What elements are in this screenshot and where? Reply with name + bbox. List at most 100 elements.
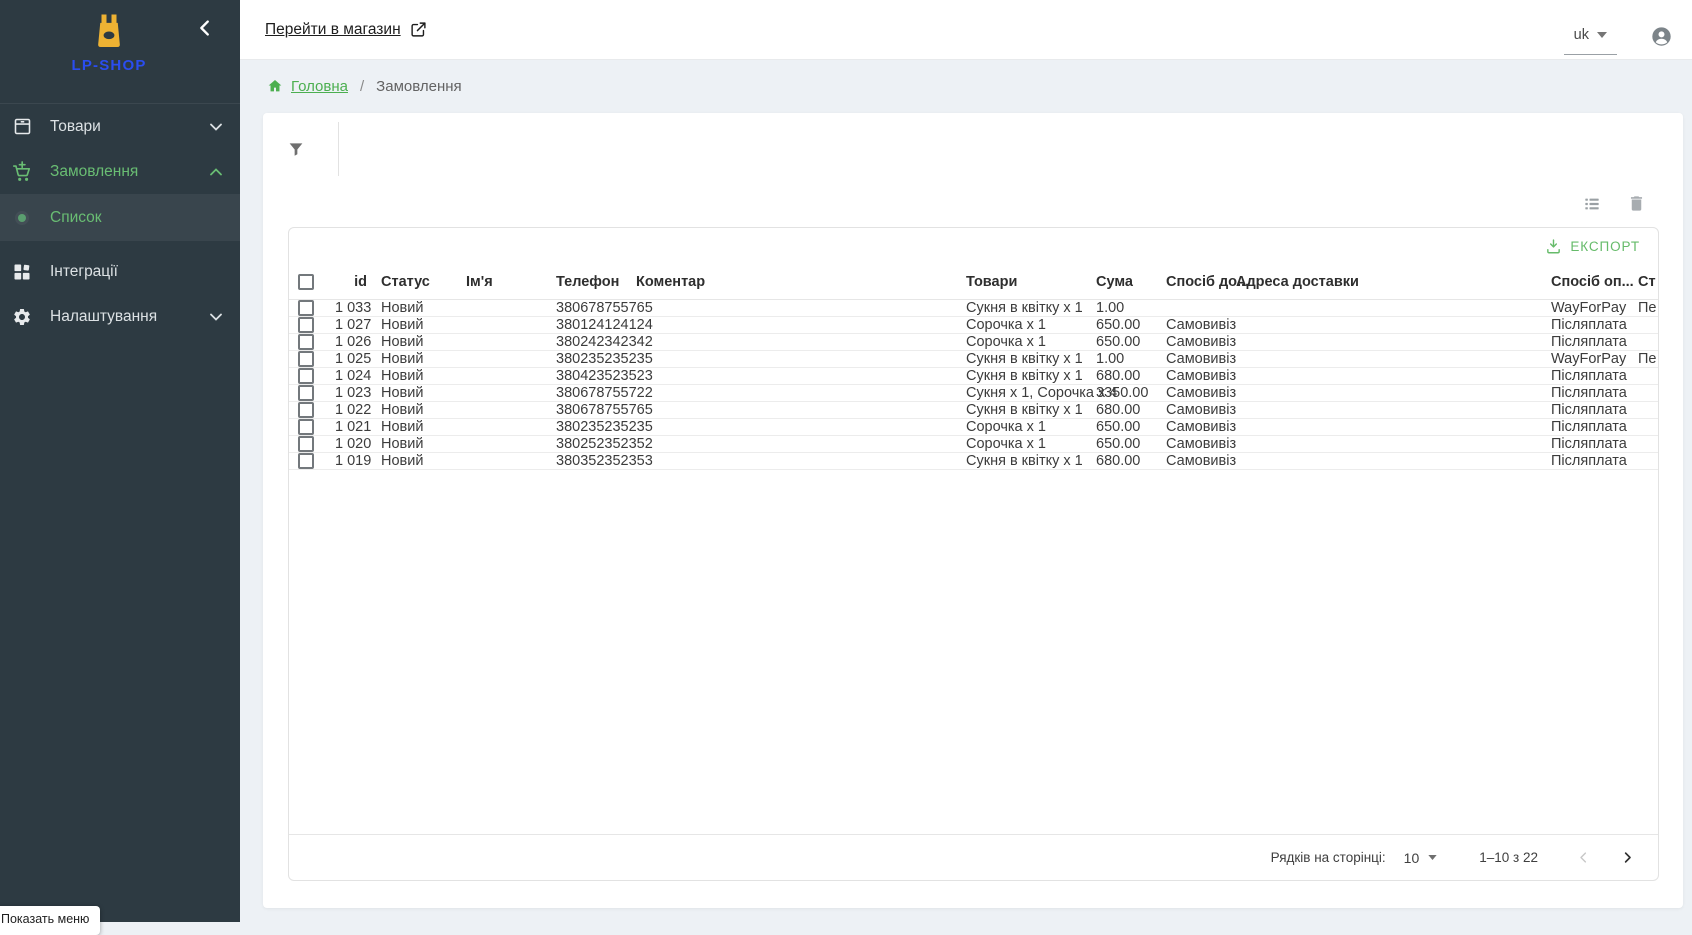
cell-sum: 650.00 — [1096, 436, 1141, 452]
cell-status: Новий — [381, 402, 424, 418]
cell-delivery: Самовивіз — [1166, 402, 1237, 418]
column-header-id[interactable]: id — [354, 273, 367, 290]
cell-payment: Післяплата — [1551, 368, 1627, 384]
table-row[interactable]: 1 021 Новий 380235235235 Сорочка x 1 650… — [289, 419, 1658, 436]
column-header-comment[interactable]: Коментар — [636, 273, 706, 290]
column-header-products[interactable]: Товари — [966, 273, 1018, 290]
row-checkbox[interactable] — [298, 317, 314, 333]
cell-payment: Післяплата — [1551, 453, 1627, 469]
delete-button[interactable] — [1627, 194, 1647, 214]
cell-products: Сукня в квітку x 1 — [966, 453, 1083, 469]
view-list-icon — [1585, 198, 1599, 210]
nav-spacer — [0, 241, 240, 249]
sidebar-item-orders-list[interactable]: Список — [0, 194, 240, 241]
column-header-sum[interactable]: Сума — [1096, 273, 1133, 290]
row-checkbox[interactable] — [298, 351, 314, 367]
column-header-phone[interactable]: Телефон — [556, 273, 620, 290]
cell-products: Сукня в квітку x 1 — [966, 300, 1083, 316]
table-row[interactable]: 1 026 Новий 380242342342 Сорочка x 1 650… — [289, 334, 1658, 351]
cell-id: 1 025 — [335, 351, 372, 367]
table-row[interactable]: 1 033 Новий 380678755765 Сукня в квітку … — [289, 300, 1658, 317]
sidebar-item-settings[interactable]: Налаштування — [0, 294, 240, 339]
sidebar-item-orders[interactable]: Замовлення — [0, 149, 240, 194]
cell-sum: 650.00 — [1096, 317, 1141, 333]
column-header-delivery[interactable]: Спосіб до... — [1166, 273, 1250, 290]
cell-sum: 650.00 — [1096, 419, 1141, 435]
breadcrumb-home-link[interactable]: Головна — [291, 77, 348, 95]
cell-status: Новий — [381, 453, 424, 469]
cell-phone: 380235235235 — [556, 419, 653, 435]
rows-per-page-select[interactable]: 10 — [1404, 850, 1438, 866]
chevron-up-icon — [210, 167, 222, 176]
row-checkbox[interactable] — [298, 419, 314, 435]
table-body: 1 033 Новий 380678755765 Сукня в квітку … — [289, 300, 1658, 470]
table-row[interactable]: 1 022 Новий 380678755765 Сукня в квітку … — [289, 402, 1658, 419]
row-checkbox[interactable] — [298, 385, 314, 401]
row-checkbox[interactable] — [298, 436, 314, 452]
content-panel: ЕКСПОРТ id Статус Ім'я Телефон Коментар … — [263, 113, 1683, 908]
table-row[interactable]: 1 019 Новий 380352352353 Сукня в квітку … — [289, 453, 1658, 470]
cell-sum: 680.00 — [1096, 453, 1141, 469]
sidebar-item-products[interactable]: Товари — [0, 104, 240, 149]
breadcrumb: Головна / Замовлення — [240, 60, 462, 112]
select-all-checkbox[interactable] — [298, 273, 314, 290]
cell-pay-status: Пе — [1638, 351, 1657, 367]
external-link-icon — [411, 22, 426, 37]
column-list-button[interactable] — [1582, 194, 1602, 214]
sidebar-collapse-button[interactable] — [194, 17, 216, 39]
widgets-icon — [10, 262, 34, 282]
table-row[interactable]: 1 023 Новий 380678755722 Сукня x 1, Соро… — [289, 385, 1658, 402]
cell-status: Новий — [381, 419, 424, 435]
rows-per-page-label: Рядків на сторінці: — [1270, 850, 1386, 865]
sidebar-item-label: Товари — [50, 117, 101, 135]
sidebar-item-integrations[interactable]: Інтеграції — [0, 249, 240, 294]
cell-id: 1 019 — [335, 453, 372, 469]
row-checkbox[interactable] — [298, 300, 314, 316]
row-checkbox[interactable] — [298, 453, 314, 469]
go-to-store-link[interactable]: Перейти в магазин — [265, 21, 427, 39]
filter-icon — [289, 143, 303, 156]
user-avatar[interactable] — [1651, 26, 1672, 47]
chevron-right-icon — [1624, 852, 1631, 863]
logo-text: LP-SHOP — [71, 57, 147, 74]
cell-phone: 380352352353 — [556, 453, 653, 469]
sidebar-item-label: Налаштування — [50, 307, 158, 325]
table-row[interactable]: 1 025 Новий 380235235235 Сукня в квітку … — [289, 351, 1658, 368]
table-header-row: id Статус Ім'я Телефон Коментар Товари С… — [289, 264, 1658, 300]
sidebar-item-label: Інтеграції — [50, 262, 118, 280]
column-header-address[interactable]: Адреса доставки — [1236, 273, 1359, 290]
cell-id: 1 023 — [335, 385, 372, 401]
cell-products: Сорочка x 1 — [966, 419, 1046, 435]
logo: LP-SHOP — [0, 0, 218, 74]
orders-table-card: ЕКСПОРТ id Статус Ім'я Телефон Коментар … — [288, 227, 1659, 881]
show-menu-tooltip: Показать меню — [0, 906, 101, 935]
language-select[interactable]: uk — [1563, 25, 1617, 55]
table-row[interactable]: 1 027 Новий 380124124124 Сорочка x 1 650… — [289, 317, 1658, 334]
row-checkbox[interactable] — [298, 334, 314, 350]
cell-products: Сукня в квітку x 1 — [966, 402, 1083, 418]
cell-status: Новий — [381, 368, 424, 384]
next-page-button[interactable] — [1614, 845, 1640, 871]
cell-delivery: Самовивіз — [1166, 334, 1237, 350]
cell-status: Новий — [381, 351, 424, 367]
filter-button[interactable] — [279, 132, 313, 166]
table-row[interactable]: 1 020 Новий 380252352352 Сорочка x 1 650… — [289, 436, 1658, 453]
cell-payment: Післяплата — [1551, 385, 1627, 401]
table-row[interactable]: 1 024 Новий 380423523523 Сукня в квітку … — [289, 368, 1658, 385]
row-checkbox[interactable] — [298, 402, 314, 418]
column-header-name[interactable]: Ім'я — [466, 273, 493, 290]
cell-delivery: Самовивіз — [1166, 368, 1237, 384]
cell-sum: 1.00 — [1096, 300, 1125, 316]
column-header-payment[interactable]: Спосіб оп... — [1551, 273, 1634, 290]
row-checkbox[interactable] — [298, 368, 314, 384]
cell-sum: 680.00 — [1096, 368, 1141, 384]
cell-status: Новий — [381, 334, 424, 350]
column-header-status[interactable]: Статус — [381, 273, 430, 290]
cell-payment: Післяплата — [1551, 419, 1627, 435]
cart-plus-icon — [10, 160, 34, 183]
cell-status: Новий — [381, 317, 424, 333]
export-button[interactable]: ЕКСПОРТ — [1539, 234, 1646, 259]
dot-icon — [10, 213, 34, 222]
column-header-pay-status[interactable]: Ст — [1638, 273, 1656, 290]
sidebar-item-label: Замовлення — [50, 162, 139, 180]
